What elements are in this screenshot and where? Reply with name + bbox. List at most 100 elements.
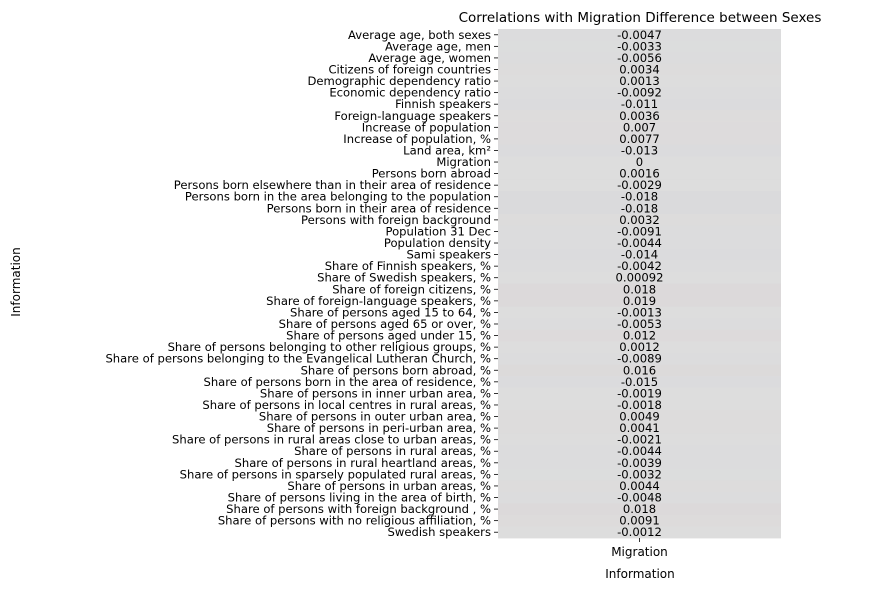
y-tick-label: Share of persons in urban areas, % (287, 479, 491, 493)
cell-value-label: -0.013 (621, 143, 658, 157)
heatmap-cell (498, 329, 781, 342)
y-tick-label: Share of Finnish speakers, % (325, 259, 491, 273)
cell-value-label: -0.0033 (617, 39, 662, 53)
heatmap-cell (498, 214, 781, 227)
heatmap-cell (498, 190, 781, 203)
y-tick-label: Increase of population, % (343, 132, 491, 146)
heatmap-cell (498, 445, 781, 458)
heatmap-cell (498, 271, 781, 284)
cell-value-label: 0.0036 (619, 109, 660, 123)
heatmap-cell (498, 433, 781, 446)
cell-value-label: -0.0039 (617, 456, 662, 470)
y-tick-label: Persons born in the area belonging to th… (185, 190, 491, 204)
y-tick-label: Share of persons in rural areas close to… (172, 433, 491, 447)
cell-value-label: 0.0044 (619, 479, 660, 493)
y-tick-label: Share of persons in local centres in rur… (202, 398, 491, 412)
y-tick-label: Average age, men (385, 39, 491, 53)
y-tick-label: Share of persons born in the area of res… (203, 375, 491, 389)
y-axis-title: Information (9, 247, 23, 316)
cell-value-label: -0.0032 (617, 467, 662, 481)
cell-value-label: 0.0012 (619, 340, 660, 354)
x-tick-label: Migration (611, 545, 668, 559)
y-tick-label: Share of persons in inner urban area, % (260, 386, 491, 400)
cell-value-label: 0.0013 (619, 74, 660, 88)
heatmap-cells (498, 29, 781, 539)
heatmap-cell (498, 109, 781, 122)
heatmap-cell (498, 503, 781, 516)
y-tick-label: Share of persons aged 65 or over, % (279, 317, 491, 331)
cell-value-label: 0.0032 (619, 213, 660, 227)
heatmap-cell (498, 86, 781, 99)
cell-value-label: -0.0053 (617, 317, 662, 331)
heatmap-cell (498, 376, 781, 389)
y-tick-label: Share of persons in sparsely populated r… (180, 467, 491, 481)
y-tick-label: Share of persons living in the area of b… (228, 491, 491, 505)
cell-value-label: -0.015 (621, 375, 658, 389)
heatmap-cell (498, 237, 781, 250)
y-tick-label: Population 31 Dec (386, 224, 491, 238)
y-tick-label: Average age, women (368, 51, 491, 65)
x-axis: Migration (611, 538, 668, 559)
heatmap-cell (498, 260, 781, 273)
heatmap-cell (498, 121, 781, 134)
y-tick-label: Demographic dependency ratio (308, 74, 492, 88)
cell-value-label: -0.018 (621, 201, 658, 215)
y-tick-label: Sami speakers (406, 248, 491, 262)
chart-title: Correlations with Migration Difference b… (459, 10, 822, 26)
y-tick-label: Share of persons born abroad, % (301, 363, 491, 377)
y-tick-label: Share of persons aged 15 to 64, % (290, 305, 491, 319)
heatmap-cell (498, 52, 781, 65)
y-tick-label: Share of persons aged under 15, % (286, 329, 491, 343)
y-tick-label: Average age, both sexes (348, 28, 491, 42)
heatmap-cell-labels: -0.0047-0.0033-0.00560.00340.0013-0.0092… (616, 28, 664, 539)
cell-value-label: -0.0092 (617, 86, 662, 100)
y-tick-label: Economic dependency ratio (329, 86, 491, 100)
y-tick-label: Persons with foreign background (301, 213, 491, 227)
y-tick-label: Population density (384, 236, 491, 250)
cell-value-label: -0.0044 (617, 444, 662, 458)
heatmap-cell (498, 352, 781, 365)
cell-value-label: -0.014 (621, 248, 658, 262)
y-tick-label: Finnish speakers (395, 97, 491, 111)
y-tick-label: Migration (436, 155, 491, 169)
heatmap-cell (498, 468, 781, 481)
cell-value-label: -0.0091 (617, 224, 662, 238)
y-tick-label: Share of persons in peri-urban area, % (267, 421, 491, 435)
heatmap-cell (498, 179, 781, 192)
cell-value-label: 0.012 (623, 329, 656, 343)
y-tick-label: Land area, km² (403, 143, 491, 157)
cell-value-label: 0.007 (623, 120, 656, 134)
cell-value-label: 0.0049 (619, 410, 660, 424)
y-tick-label: Share of foreign-language speakers, % (266, 294, 491, 308)
heatmap-cell (498, 480, 781, 493)
heatmap-cell (498, 63, 781, 76)
heatmap-cell (498, 491, 781, 504)
cell-value-label: 0.0016 (619, 167, 660, 181)
cell-value-label: -0.018 (621, 190, 658, 204)
heatmap-cell (498, 410, 781, 423)
y-tick-label: Swedish speakers (387, 525, 491, 539)
heatmap-cell (498, 167, 781, 180)
cell-value-label: -0.0012 (617, 525, 662, 539)
heatmap-cell (498, 341, 781, 354)
y-tick-label: Share of persons with foreign background… (226, 502, 491, 516)
cell-value-label: -0.0048 (617, 491, 662, 505)
y-tick-label: Share of persons with no religious affil… (218, 514, 491, 528)
cell-value-label: -0.0018 (617, 398, 662, 412)
cell-value-label: 0.0041 (619, 421, 660, 435)
y-tick-label: Share of persons belonging to the Evange… (105, 352, 491, 366)
heatmap-cell (498, 295, 781, 308)
heatmap-cell (498, 133, 781, 146)
heatmap-cell (498, 514, 781, 527)
cell-value-label: -0.0047 (617, 28, 662, 42)
cell-value-label: -0.0089 (617, 352, 662, 366)
y-tick-label: Share of foreign citizens, % (332, 282, 491, 296)
y-tick-label: Foreign-language speakers (334, 109, 491, 123)
cell-value-label: 0.019 (623, 294, 656, 308)
heatmap-cell (498, 248, 781, 261)
heatmap-cell (498, 306, 781, 319)
y-tick-label: Share of persons in rural areas, % (294, 444, 491, 458)
cell-value-label: -0.0056 (617, 51, 662, 65)
heatmap-cell (498, 29, 781, 41)
